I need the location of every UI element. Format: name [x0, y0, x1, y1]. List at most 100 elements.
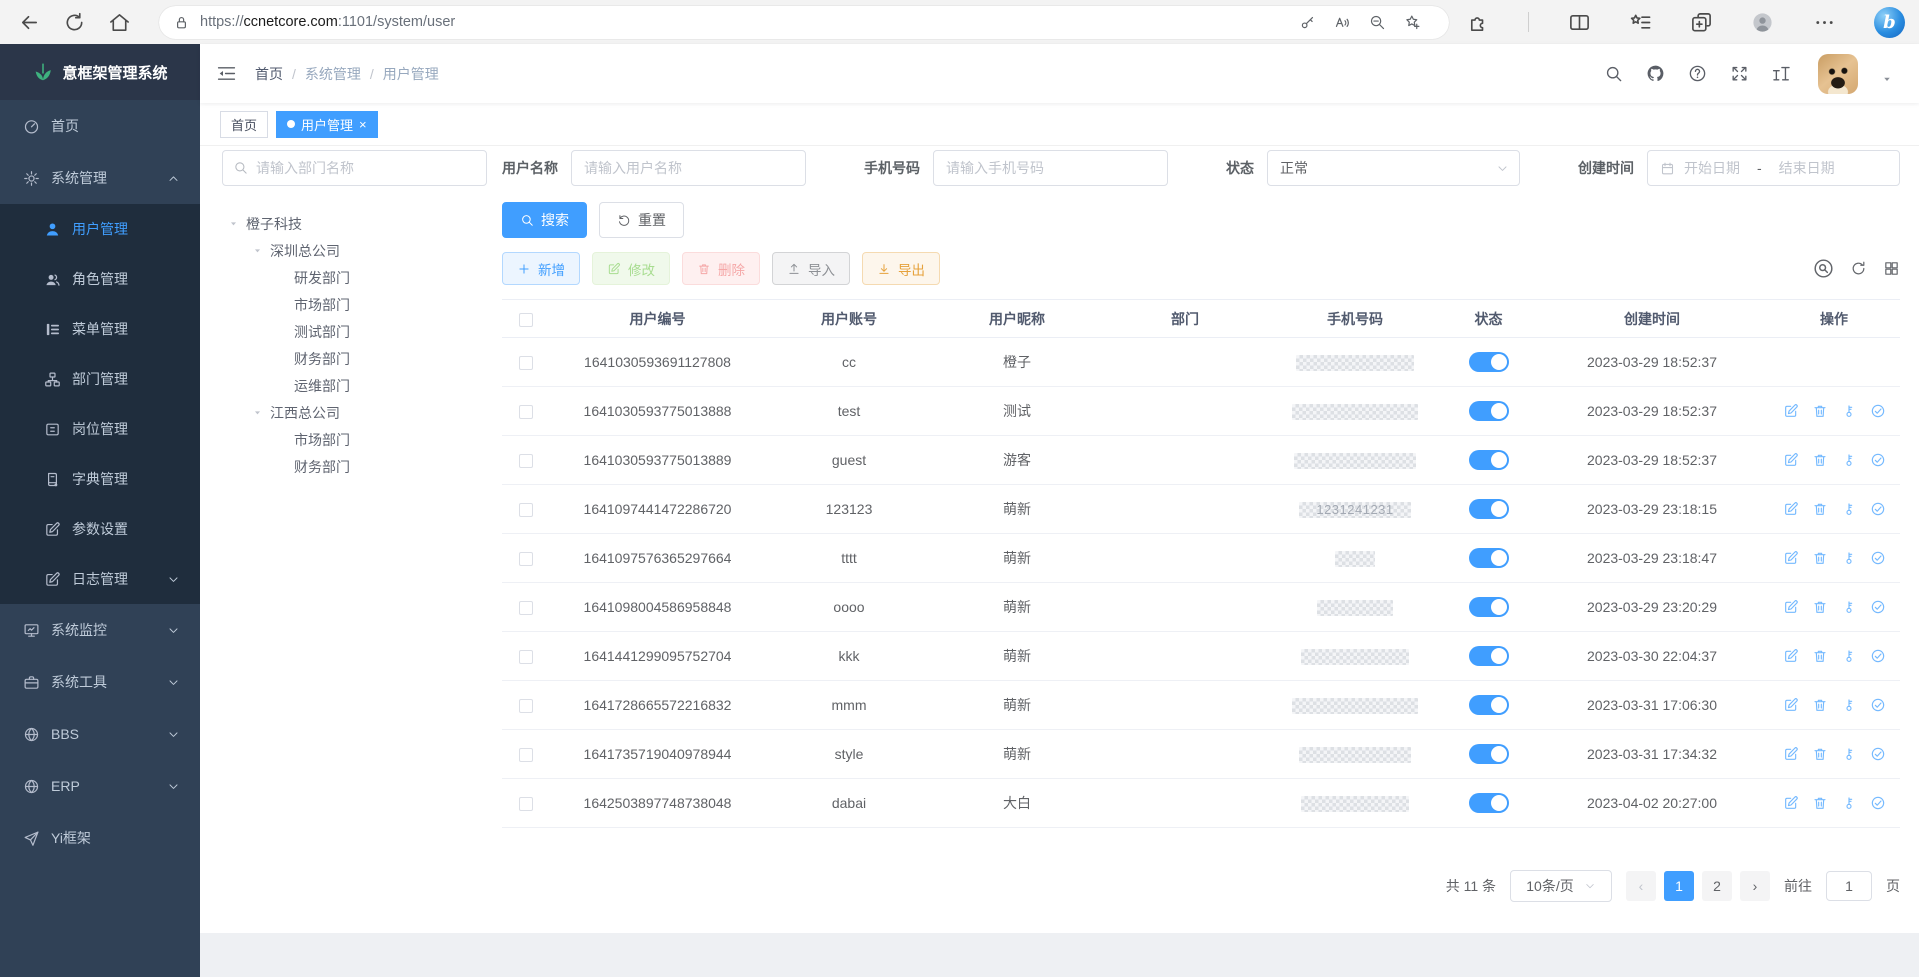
- row-checkbox[interactable]: [519, 356, 533, 371]
- reset-password-op-icon[interactable]: [1841, 550, 1857, 566]
- sidebar-item-menu-mgmt[interactable]: 菜单管理: [0, 304, 200, 354]
- reset-password-op-icon[interactable]: [1841, 746, 1857, 762]
- split-screen-icon[interactable]: [1568, 11, 1591, 34]
- reset-password-op-icon[interactable]: [1841, 795, 1857, 811]
- tree-node[interactable]: 研发部门: [222, 264, 487, 291]
- delete-op-icon[interactable]: [1812, 403, 1828, 419]
- tab-view[interactable]: 首页: [220, 110, 269, 138]
- status-toggle[interactable]: [1468, 646, 1509, 666]
- breadcrumb-system[interactable]: 系统管理: [304, 65, 361, 82]
- edit-op-icon[interactable]: [1783, 795, 1799, 811]
- read-aloud-icon[interactable]: [1334, 14, 1351, 31]
- row-checkbox[interactable]: [519, 797, 533, 812]
- assign-role-op-icon[interactable]: [1870, 697, 1886, 713]
- row-checkbox[interactable]: [519, 503, 533, 518]
- bing-chat-icon[interactable]: b: [1873, 6, 1905, 38]
- tree-node[interactable]: 市场部门: [222, 291, 487, 318]
- sidebar-item-tools[interactable]: 系统工具: [0, 656, 200, 708]
- font-size-icon[interactable]: [1772, 64, 1791, 83]
- delete-op-icon[interactable]: [1812, 648, 1828, 664]
- delete-op-icon[interactable]: [1812, 697, 1828, 713]
- select-all-checkbox[interactable]: [519, 312, 533, 327]
- prev-page-button[interactable]: ‹: [1626, 871, 1656, 901]
- tree-node[interactable]: 财务部门: [222, 453, 487, 480]
- delete-op-icon[interactable]: [1812, 795, 1828, 811]
- collections-icon[interactable]: [1690, 11, 1713, 34]
- delete-op-icon[interactable]: [1812, 599, 1828, 615]
- tree-node[interactable]: 财务部门: [222, 345, 487, 372]
- browser-menu-icon[interactable]: [1813, 11, 1836, 34]
- delete-button[interactable]: 删除: [682, 252, 760, 285]
- edit-op-icon[interactable]: [1783, 452, 1799, 468]
- tree-node[interactable]: 江西总公司: [222, 399, 487, 426]
- row-checkbox[interactable]: [519, 405, 533, 420]
- dept-search-input[interactable]: [222, 150, 487, 186]
- page-button-1[interactable]: 1: [1664, 871, 1694, 901]
- assign-role-op-icon[interactable]: [1870, 648, 1886, 664]
- assign-role-op-icon[interactable]: [1870, 746, 1886, 762]
- row-checkbox[interactable]: [519, 552, 533, 567]
- sidebar-item-bbs[interactable]: BBS: [0, 708, 200, 760]
- add-favorite-icon[interactable]: [1404, 14, 1421, 31]
- export-button[interactable]: 导出: [862, 252, 940, 285]
- next-page-button[interactable]: ›: [1740, 871, 1770, 901]
- sidebar-item-dept-mgmt[interactable]: 部门管理: [0, 354, 200, 404]
- row-checkbox[interactable]: [519, 699, 533, 714]
- browser-home-icon[interactable]: [108, 11, 131, 34]
- status-toggle[interactable]: [1468, 548, 1509, 568]
- assign-role-op-icon[interactable]: [1870, 501, 1886, 517]
- fullscreen-icon[interactable]: [1730, 64, 1749, 83]
- tree-node[interactable]: 橙子科技: [222, 210, 487, 237]
- zoom-out-icon[interactable]: [1369, 14, 1386, 31]
- username-input[interactable]: [571, 150, 806, 186]
- refresh-icon[interactable]: [1850, 260, 1867, 277]
- reset-password-op-icon[interactable]: [1841, 599, 1857, 615]
- browser-profile-icon[interactable]: [1751, 11, 1774, 34]
- toggle-search-icon[interactable]: [1813, 258, 1834, 279]
- assign-role-op-icon[interactable]: [1870, 599, 1886, 615]
- phone-input[interactable]: [933, 150, 1168, 186]
- close-icon[interactable]: ×: [359, 116, 367, 132]
- sidebar-item-log-mgmt[interactable]: 日志管理: [0, 554, 200, 604]
- add-button[interactable]: 新增: [502, 252, 580, 285]
- delete-op-icon[interactable]: [1812, 501, 1828, 517]
- status-toggle[interactable]: [1468, 401, 1509, 421]
- reset-password-op-icon[interactable]: [1841, 452, 1857, 468]
- status-toggle[interactable]: [1468, 793, 1509, 813]
- import-button[interactable]: 导入: [772, 252, 850, 285]
- reset-button[interactable]: 重置: [599, 202, 684, 238]
- reset-password-op-icon[interactable]: [1841, 403, 1857, 419]
- goto-page-input[interactable]: [1826, 871, 1872, 901]
- assign-role-op-icon[interactable]: [1870, 452, 1886, 468]
- delete-op-icon[interactable]: [1812, 746, 1828, 762]
- edit-op-icon[interactable]: [1783, 501, 1799, 517]
- sidebar-toggle-icon[interactable]: [216, 63, 237, 84]
- sidebar-item-home[interactable]: 首页: [0, 100, 200, 152]
- reset-password-op-icon[interactable]: [1841, 697, 1857, 713]
- sidebar-item-system[interactable]: 系统管理: [0, 152, 200, 204]
- tree-node[interactable]: 测试部门: [222, 318, 487, 345]
- row-checkbox[interactable]: [519, 454, 533, 469]
- columns-icon[interactable]: [1883, 260, 1900, 277]
- sidebar-item-yi-framework[interactable]: Yi框架: [0, 812, 200, 864]
- avatar[interactable]: [1818, 53, 1858, 94]
- help-icon[interactable]: [1688, 64, 1707, 83]
- avatar-caret-icon[interactable]: [1881, 73, 1893, 85]
- delete-op-icon[interactable]: [1812, 452, 1828, 468]
- row-checkbox[interactable]: [519, 650, 533, 665]
- status-toggle[interactable]: [1468, 597, 1509, 617]
- page-button-2[interactable]: 2: [1702, 871, 1732, 901]
- edit-op-icon[interactable]: [1783, 403, 1799, 419]
- edit-op-icon[interactable]: [1783, 697, 1799, 713]
- delete-op-icon[interactable]: [1812, 550, 1828, 566]
- assign-role-op-icon[interactable]: [1870, 403, 1886, 419]
- row-checkbox[interactable]: [519, 748, 533, 763]
- edit-op-icon[interactable]: [1783, 550, 1799, 566]
- row-checkbox[interactable]: [519, 601, 533, 616]
- sidebar-item-role-mgmt[interactable]: 角色管理: [0, 254, 200, 304]
- github-icon[interactable]: [1646, 64, 1665, 83]
- edit-op-icon[interactable]: [1783, 648, 1799, 664]
- breadcrumb-home[interactable]: 首页: [255, 65, 283, 82]
- status-toggle[interactable]: [1468, 695, 1509, 715]
- sidebar-item-param-settings[interactable]: 参数设置: [0, 504, 200, 554]
